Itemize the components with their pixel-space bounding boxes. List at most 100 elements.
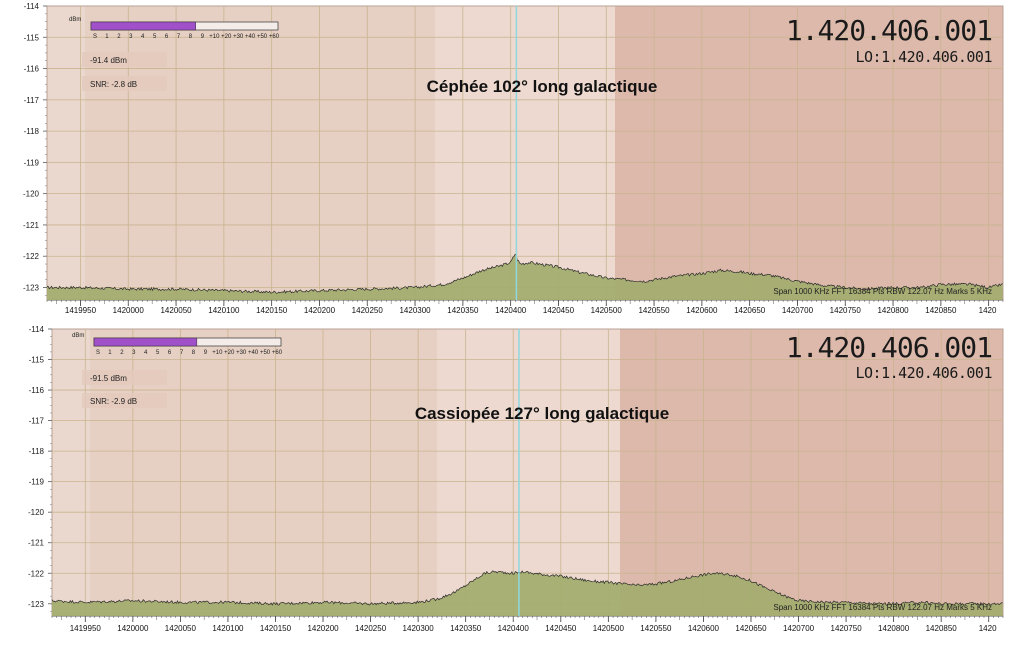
background-band [435,6,615,300]
frequency-readout: 1.420.406.001 [786,331,992,364]
y-tick-label: -121 [28,539,45,548]
x-tick-label: 1420050 [160,306,192,315]
x-tick-label: 1420400 [495,306,527,315]
spectrum-chart: -114 -115 -116 -117 -118 -119 -120 -121 -122 -123… [28,325,1004,633]
s-meter-scale-label: +10 [209,34,220,40]
s-meter-bar [90,21,196,31]
y-tick-label: -119 [24,158,40,167]
s-meter-scale-label: S [93,34,97,40]
x-axis: 1419950 1420000 1420050 1420100 1420150 14202… [51,329,1004,633]
s-meter-scale-label: +40 [248,350,259,356]
chart-title: Cassiopée 127° long galactique [415,404,669,423]
spectrum-chart: -114 -115 -116 -117 -118 -119 -120 -121 -122 -123… [23,2,1004,315]
x-tick-label: 1420000 [117,624,149,633]
s-meter-bar [93,337,198,347]
x-tick-label: 1420150 [256,306,288,315]
x-tick-label: 1420550 [640,624,672,633]
y-tick-label: -116 [29,386,45,395]
y-tick-label: -116 [24,65,40,74]
y-tick-label: -123 [28,600,45,609]
x-tick-label: 1419950 [70,624,102,633]
s-meter-scale-label: 6 [168,350,172,356]
s-meter-scale-label: 8 [192,350,196,356]
s-meter: dBm S 1 2 3 4 5 6 7 8 9 +10 +20 +30 +40 +50 +60 [72,333,283,356]
x-tick-label: 1419950 [65,306,97,315]
s-meter-scale-label: 3 [132,350,136,356]
x-tick-label: 1420700 [783,624,815,633]
background-band [620,329,1003,616]
s-meter-scale-label: 1 [105,34,109,40]
level-box [82,52,167,67]
signal-level-readout: -91.5 dBm [90,374,127,383]
x-tick-label: 1420800 [878,624,910,633]
spectrum-line [51,570,1003,606]
s-meter-scale-label: 9 [201,34,205,40]
s-meter-scale-label: +50 [260,350,271,356]
x-tick-label: 1420500 [591,306,623,315]
lo-frequency-readout: LO:1.420.406.001 [856,364,993,382]
spectrum-panel-cassiopee: -114 -115 -116 -117 -118 -119 -120 -121 -122 -123… [0,325,1024,650]
x-tick-label: 1420550 [638,306,670,315]
y-tick-label: -118 [29,447,45,456]
snr-readout: SNR: -2.8 dB [90,80,137,89]
s-meter-scale-label: +30 [233,34,244,40]
s-meter-scale-label: 4 [141,34,145,40]
background-band [47,6,85,300]
x-tick-label: 1420650 [735,624,767,633]
s-meter-scale-label: +20 [221,34,232,40]
y-tick-label: -115 [29,356,45,365]
x-tick-label: 1420750 [830,306,862,315]
x-tick-label: 1420450 [545,624,577,633]
signal-level-readout: -91.4 dBm [90,56,127,65]
frequency-readout: 1.420.406.001 [786,14,992,47]
x-tick-label: 1420200 [304,306,336,315]
y-tick-label: -122 [23,252,40,261]
fft-info-text: Span 1000 KHz FFT 16384 Pts RBW 122.07 H… [773,603,992,612]
x-tick-label: 1420650 [734,306,766,315]
s-meter-scale-label: +10 [212,350,223,356]
s-meter-scale-label: 7 [177,34,181,40]
y-tick-label: -122 [28,569,45,578]
s-meter-scale-label: +30 [236,350,247,356]
y-tick-label: -120 [28,508,45,517]
s-meter-scale-label: 1 [108,350,112,356]
x-tick-label: 1420600 [686,306,718,315]
s-meter-scale-label: 2 [117,34,121,40]
y-tick-label: -120 [23,190,40,199]
x-tick-label: 1420250 [355,624,387,633]
s-meter-scale-label: +60 [269,34,280,40]
y-tick-label: -123 [23,283,40,292]
x-tick-label: 1420450 [543,306,575,315]
y-tick-label: -114 [24,2,40,11]
s-meter-scale-label: 4 [144,350,148,356]
chart-title: Céphée 102° long galactique [427,77,658,96]
s-meter-scale-label: 6 [165,34,169,40]
x-tick-label: 1420400 [498,624,530,633]
x-tick-label: 1420700 [782,306,814,315]
s-meter-scale-label: +40 [245,34,256,40]
y-tick-label: -118 [24,127,40,136]
s-meter-unit: dBm [69,17,81,23]
spectrum-area [47,254,1003,300]
s-meter-scale-label: +20 [224,350,235,356]
spectrum-line [46,253,1003,294]
s-meter: dBm S 1 2 3 4 5 6 7 8 9 +10 +20 +30 +40 +50 +60 [69,17,280,40]
readouts: -91.5 dBm SNR: -2.9 dB [82,370,167,408]
x-tick-label: 1420600 [688,624,720,633]
s-meter-scale-label: 9 [204,350,208,356]
s-meter-scale-label: +60 [272,350,283,356]
x-tick-label: 1420150 [260,624,292,633]
spectrum-panel-cephee: -114 -115 -116 -117 -118 -119 -120 -121 -122 -123… [0,0,1024,322]
y-tick-label: -121 [23,221,40,230]
y-tick-label: -115 [24,33,40,42]
s-meter-scale-label: 3 [129,34,133,40]
readouts: -91.4 dBm SNR: -2.8 dB [82,52,167,91]
x-tick-label: 1420100 [208,306,240,315]
x-tick-label: 1420850 [926,624,958,633]
x-tick-label: 1420800 [877,306,909,315]
s-meter-scale-label: 7 [180,350,184,356]
snr-box [82,393,167,408]
s-meter-scale-label: 8 [189,34,193,40]
x-tick-label: 1420200 [307,624,339,633]
